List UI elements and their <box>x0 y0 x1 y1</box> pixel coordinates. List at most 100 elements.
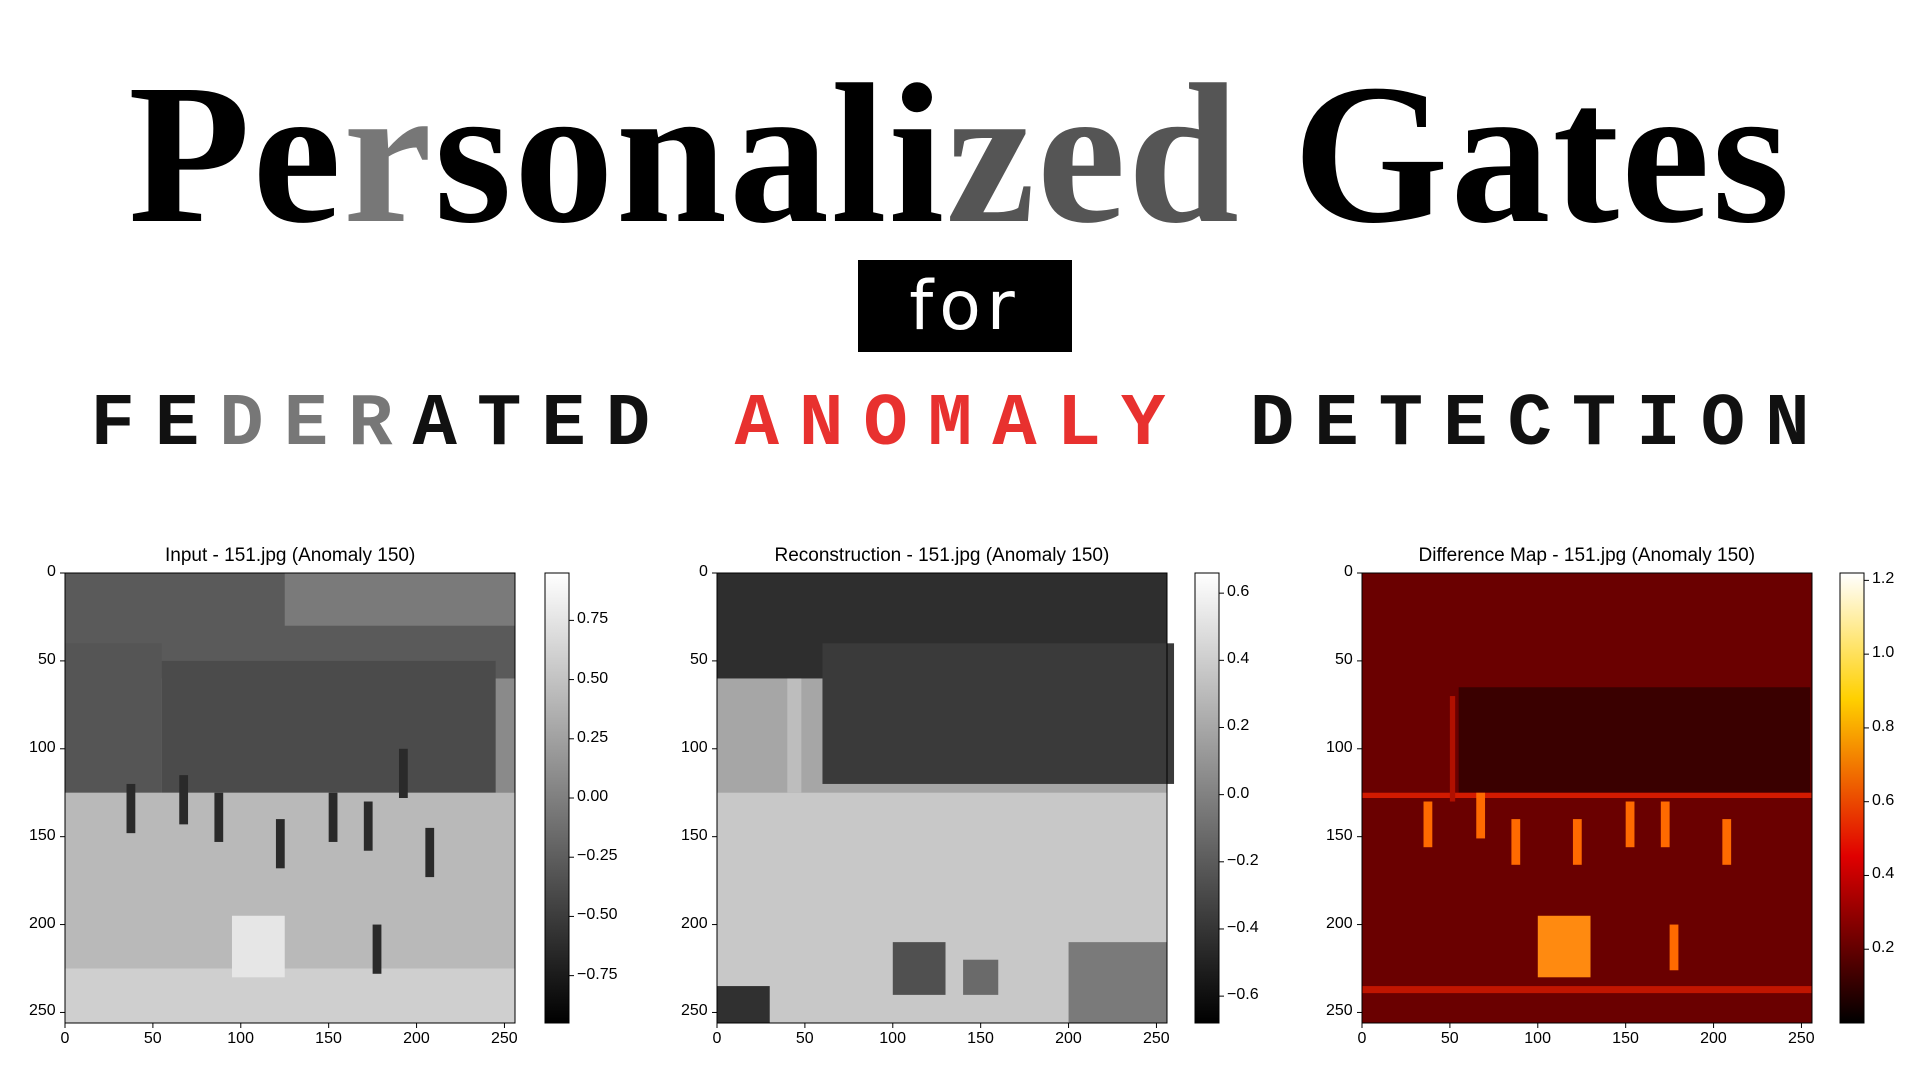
y-tick-label: 0 <box>1344 563 1353 580</box>
main-title: Personalized Gates <box>0 55 1920 255</box>
y-tick-label: 100 <box>29 738 56 756</box>
scene-person-3 <box>275 819 285 869</box>
diff-person-6 <box>1722 819 1732 865</box>
diff-person-2 <box>1511 819 1521 865</box>
diff-person-4 <box>1625 801 1635 848</box>
scene-lawn <box>161 660 496 793</box>
title-part-1: r <box>343 44 434 265</box>
scene-foreground <box>65 968 515 1023</box>
colorbar-tick-label: 0.2 <box>1227 717 1250 735</box>
panel-title: Difference Map - 151.jpg (Anomaly 150) <box>1418 545 1756 566</box>
panel-plot-svg <box>712 572 1224 1028</box>
x-tick-label: 150 <box>1612 1030 1639 1047</box>
colorbar-tick-label: 1.0 <box>1872 644 1895 662</box>
y-tick-label: 50 <box>1335 650 1353 668</box>
colorbar-tick-label: 0.8 <box>1872 717 1895 735</box>
y-tick-label: 50 <box>38 650 56 668</box>
colorbar-tick-label: 0.6 <box>1227 583 1250 601</box>
colorbar-tick-label: 0.2 <box>1872 939 1895 957</box>
panel-title: Reconstruction - 151.jpg (Anomaly 150) <box>774 545 1110 566</box>
diff-person-0 <box>1423 801 1433 848</box>
panel-title: Input - 151.jpg (Anomaly 150) <box>165 545 416 566</box>
scene-person-4 <box>328 792 338 842</box>
colorbar-tick-label: 0.4 <box>1872 865 1895 883</box>
colorbar-tick-label: 0.75 <box>577 610 609 628</box>
subtitle-part-1: DER <box>219 383 413 467</box>
colorbar-tick-label: 0.4 <box>1227 650 1250 668</box>
subtitle: FEDERATED ANOMALY DETECTION <box>0 388 1920 462</box>
y-tick-label: 200 <box>681 914 708 932</box>
subtitle-part-0: FE <box>90 383 220 467</box>
x-tick-label: 0 <box>712 1030 722 1047</box>
colorbar <box>544 572 570 1024</box>
y-tick-label: 200 <box>1326 914 1353 932</box>
x-tick-label: 200 <box>403 1030 430 1047</box>
diff-bottom-edge <box>1362 986 1812 994</box>
panel-plot-svg <box>60 572 574 1028</box>
scene-wall <box>284 573 515 626</box>
panel-plot-svg <box>1357 572 1869 1028</box>
scene-cart <box>231 915 285 978</box>
recon-block-3 <box>1068 942 1167 1023</box>
y-tick-label: 100 <box>1326 738 1353 756</box>
image-frame <box>64 572 516 1024</box>
y-tick-label: 200 <box>29 914 56 932</box>
diff-person-3 <box>1572 819 1582 865</box>
scene-person-2 <box>214 792 224 842</box>
recon-block-1 <box>892 942 946 995</box>
scene-left-lawn <box>65 643 162 793</box>
title-part-0: Pe <box>128 44 344 265</box>
diff-person-7 <box>1669 924 1679 971</box>
title-part-4: Gates <box>1240 44 1792 265</box>
scene-person-1 <box>179 775 189 825</box>
colorbar-tick-label: 0.50 <box>577 669 609 687</box>
recon-lawn <box>822 643 1175 784</box>
recon-path <box>787 678 802 793</box>
y-tick-label: 150 <box>1326 826 1353 844</box>
x-tick-label: 250 <box>490 1030 518 1047</box>
x-tick-label: 250 <box>1787 1030 1815 1047</box>
colorbar-tick-label: −0.50 <box>577 906 618 924</box>
colorbar-tick-label: 0.25 <box>577 728 609 746</box>
colorbar <box>1839 572 1865 1024</box>
diff-cart <box>1537 915 1591 978</box>
x-tick-label: 150 <box>315 1030 342 1047</box>
image-frame <box>716 572 1168 1024</box>
colorbar-tick-label: −0.25 <box>577 847 618 865</box>
x-tick-label: 0 <box>60 1030 70 1047</box>
y-tick-label: 0 <box>47 563 56 580</box>
subtitle-part-2: ATED <box>412 383 735 467</box>
x-tick-label: 50 <box>795 1030 814 1047</box>
input-panel: Input - 151.jpg (Anomaly 150) 0 50 100 150 20… <box>0 540 640 1080</box>
recon-block-2 <box>963 959 999 995</box>
x-tick-label: 250 <box>1142 1030 1170 1047</box>
y-tick-label: 250 <box>681 1002 708 1020</box>
diff-edge <box>1362 792 1812 798</box>
colorbar-tick-label: −0.4 <box>1227 918 1259 936</box>
scene-person-8 <box>372 924 382 974</box>
colorbar-tick-label: −0.75 <box>577 965 618 983</box>
scene-person-0 <box>126 783 136 834</box>
x-tick-label: 150 <box>967 1030 994 1047</box>
subtitle-part-3: ANOMALY <box>734 383 1186 467</box>
diff-person-1 <box>1476 792 1486 839</box>
scene-person-7 <box>425 827 435 878</box>
colorbar-tick-label: 0.0 <box>1227 784 1250 802</box>
colorbar-tick-label: 0.6 <box>1872 791 1895 809</box>
title-part-3: zed <box>946 44 1241 265</box>
image-frame <box>1361 572 1813 1024</box>
y-tick-label: 100 <box>681 738 708 756</box>
title-part-2: sonali <box>433 44 947 265</box>
y-tick-label: 250 <box>29 1002 56 1020</box>
subtitle-part-4: DETECTION <box>1185 383 1830 467</box>
x-tick-label: 100 <box>1524 1030 1551 1047</box>
y-tick-label: 150 <box>681 826 708 844</box>
colorbar-tick-label: 0.00 <box>577 788 609 805</box>
colorbar-tick-label: 1.2 <box>1872 570 1895 588</box>
x-tick-label: 50 <box>1440 1030 1459 1047</box>
diff-lawn <box>1458 687 1811 793</box>
x-tick-label: 0 <box>1357 1030 1367 1047</box>
x-tick-label: 200 <box>1700 1030 1727 1047</box>
y-tick-label: 150 <box>29 826 56 844</box>
connector-badge: for <box>858 260 1072 352</box>
